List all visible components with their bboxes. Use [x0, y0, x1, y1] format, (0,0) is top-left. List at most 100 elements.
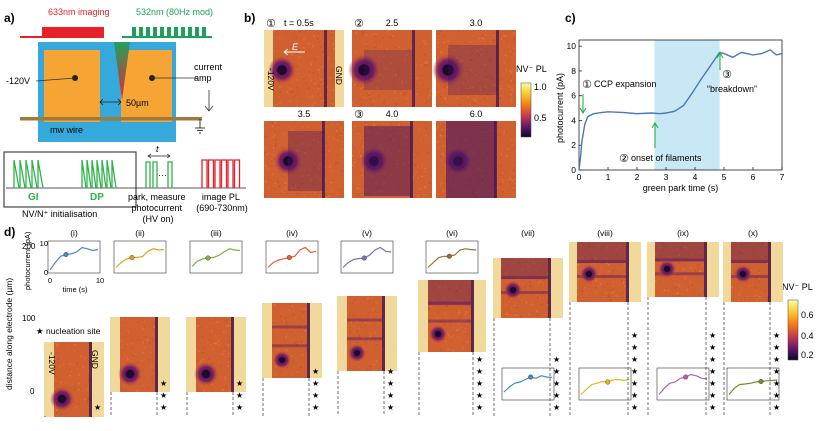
pl-noise: [482, 37, 484, 39]
pl-noise: [615, 296, 618, 298]
pl-noise: [595, 280, 597, 282]
pl-noise: [332, 137, 335, 139]
pl-noise: [624, 285, 627, 287]
pl-noise: [276, 93, 278, 96]
pl-noise: [600, 249, 603, 251]
pl-noise: [439, 156, 442, 158]
pl-noise: [291, 53, 293, 56]
pl-noise: [330, 182, 332, 184]
pl-noise: [134, 353, 137, 356]
pl-noise: [545, 301, 548, 304]
pl-noise: [494, 47, 496, 49]
nucleation-star: ★: [709, 391, 716, 400]
dp-label: DP: [90, 192, 104, 203]
pl-noise: [140, 333, 143, 336]
pl-noise: [446, 45, 448, 47]
pl-noise: [146, 388, 149, 390]
nucleation-star: ★: [631, 391, 638, 400]
pl-noise: [375, 360, 378, 362]
pl-noise: [669, 244, 672, 246]
pl-noise: [55, 375, 57, 377]
pl-noise: [298, 305, 300, 307]
pl-noise: [301, 368, 304, 371]
pl-noise: [579, 299, 581, 301]
nucleation-star: ★: [476, 355, 483, 364]
pl-noise: [292, 127, 295, 129]
pl-noise: [268, 187, 270, 190]
pl-noise: [445, 122, 447, 124]
pl-noise: [542, 269, 544, 272]
pl-noise: [417, 85, 419, 87]
pl-noise: [298, 101, 301, 103]
filaments-arrow: [651, 121, 659, 148]
pl-noise: [272, 190, 274, 193]
pl-noise: [341, 157, 344, 159]
depletion-region: [501, 258, 548, 279]
pl-noise: [450, 43, 453, 46]
pl-noise: [131, 339, 133, 342]
pl-noise: [656, 290, 658, 292]
pl-noise: [423, 122, 426, 124]
pl-noise: [83, 388, 85, 391]
pl-noise: [610, 291, 613, 294]
pl-noise: [457, 40, 459, 43]
pl-noise: [751, 292, 754, 295]
pl-noise: [479, 54, 481, 56]
pl-noise: [455, 97, 458, 99]
inset-photocurrent-curve: [503, 375, 553, 393]
pl-noise: [302, 316, 305, 318]
pl-noise: [421, 74, 424, 77]
pl-noise: [153, 348, 156, 351]
pl-noise: [415, 63, 418, 65]
pl-noise: [279, 308, 282, 311]
pl-noise: [458, 317, 461, 319]
pl-noise: [381, 37, 384, 39]
pl-noise: [301, 182, 304, 185]
pl-noise: [289, 329, 291, 332]
pl-noise: [469, 54, 471, 57]
electrode-strip-right: [234, 317, 246, 392]
pl-noise: [315, 176, 318, 178]
pl-noise: [336, 193, 338, 195]
pl-noise: [377, 123, 379, 125]
pl-noise: [203, 389, 205, 392]
pl-noise: [457, 39, 460, 41]
pl-noise: [427, 89, 429, 92]
pl-noise: [302, 143, 304, 145]
inset-time-marker: [528, 374, 534, 380]
pl-noise: [281, 146, 284, 148]
inset-time-marker: [286, 254, 292, 260]
pl-noise: [304, 330, 307, 332]
pl-noise: [324, 194, 327, 196]
pl-noise: [462, 82, 464, 85]
pl-noise: [144, 351, 147, 353]
pl-noise: [300, 341, 303, 343]
pl-noise: [510, 307, 513, 310]
pl-noise: [272, 154, 275, 156]
pl-noise: [733, 285, 735, 288]
pl-noise: [336, 149, 339, 152]
pl-noise: [271, 169, 274, 171]
pl-noise: [623, 269, 626, 272]
pl-noise: [320, 78, 323, 81]
pl-noise: [331, 37, 333, 40]
inset-time-marker: [129, 254, 135, 260]
pl-noise: [269, 137, 272, 140]
electrode-strip-left: [647, 242, 655, 297]
pl-noise: [464, 331, 466, 334]
pl-noise: [341, 155, 343, 158]
pl-noise: [312, 72, 315, 74]
inset-time-marker: [605, 379, 611, 385]
electrode-strip-right: [385, 296, 397, 371]
pl-noise: [683, 265, 686, 267]
pl-noise: [297, 372, 300, 375]
pl-noise: [375, 87, 378, 90]
pl-noise: [373, 316, 376, 318]
pl-noise: [407, 98, 409, 101]
pl-noise: [621, 292, 624, 295]
pl-noise: [277, 341, 279, 344]
panel-d-ytick-200: 200: [22, 242, 36, 251]
pl-noise: [308, 174, 310, 176]
pl-noise: [327, 178, 329, 181]
pl-noise: [127, 332, 130, 334]
